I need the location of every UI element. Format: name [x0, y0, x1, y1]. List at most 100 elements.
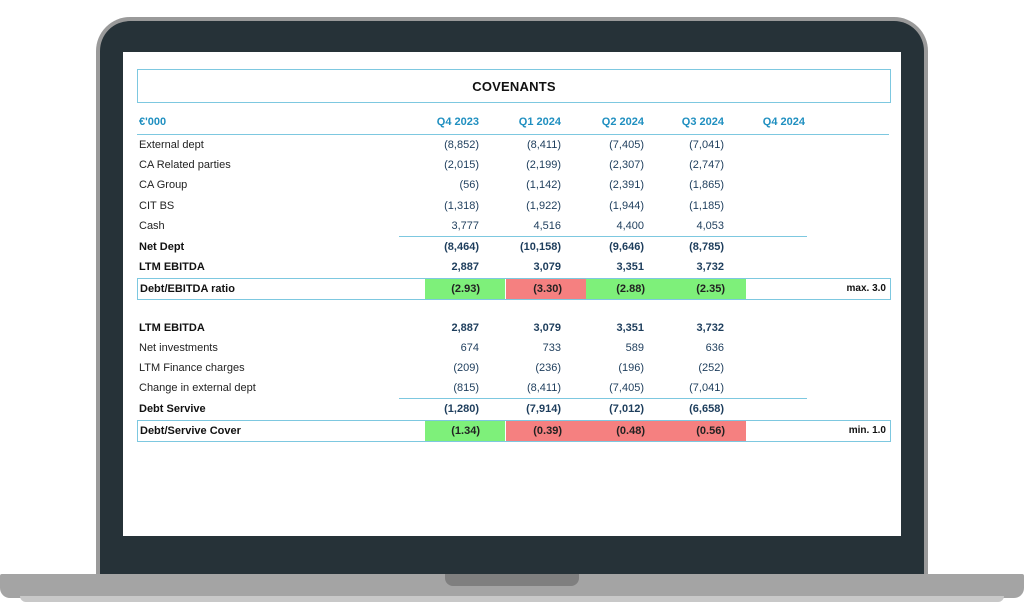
ratio-status-fill — [506, 279, 586, 299]
debt-servive-row: Debt Servive (1,280) (7,914) (7,012) (6,… — [137, 399, 891, 419]
table-row: LTM Finance charges (209) (236) (196) (2… — [137, 358, 891, 378]
row-label: Debt Servive — [139, 403, 206, 415]
cell-value: (252) — [698, 362, 724, 374]
cell-value: (2,199) — [526, 159, 561, 171]
header-row: €'000 Q4 2023 Q1 2024 Q2 2024 Q3 2024 Q4… — [137, 112, 891, 132]
row-label: External dept — [139, 139, 204, 151]
table-row: CIT BS (1,318) (1,922) (1,944) (1,185) — [137, 196, 891, 216]
ratio-value: (2.35) — [696, 283, 725, 295]
cell-value: (7,405) — [609, 382, 644, 394]
row-label: Net Dept — [139, 241, 185, 253]
covenant-limit: max. 3.0 — [846, 283, 886, 294]
cell-value: 3,732 — [696, 261, 724, 273]
cell-value: (8,785) — [689, 241, 724, 253]
covenant-limit: min. 1.0 — [848, 425, 886, 436]
cell-value: (815) — [453, 382, 479, 394]
period-header: Q4 2024 — [762, 116, 805, 128]
debt-ebitda-ratio-row: Debt/EBITDA ratio (2.93) (3.30) (2.88) (… — [137, 278, 891, 300]
row-label: Change in external dept — [139, 382, 256, 394]
cell-value: (2,307) — [609, 159, 644, 171]
cell-value: (1,318) — [444, 200, 479, 212]
net-dept-row: Net Dept (8,464) (10,158) (9,646) (8,785… — [137, 237, 891, 257]
cell-value: 3,777 — [451, 220, 479, 232]
table-row: CA Related parties (2,015) (2,199) (2,30… — [137, 155, 891, 175]
period-header: Q2 2024 — [601, 116, 644, 128]
subtotal-divider — [399, 398, 807, 399]
cell-value: (1,280) — [444, 403, 479, 415]
ratio-status-fill — [506, 421, 586, 441]
cell-value: 733 — [542, 342, 561, 354]
period-header: Q4 2023 — [436, 116, 479, 128]
title-box: COVENANTS — [137, 69, 891, 103]
cell-value: (2,015) — [444, 159, 479, 171]
laptop-notch — [445, 574, 579, 586]
cell-value: (8,464) — [444, 241, 479, 253]
laptop-base-shadow — [20, 596, 1004, 602]
subtotal-divider — [399, 236, 807, 237]
debt-servive-cover-row: Debt/Servive Cover (1.34) (0.39) (0.48) … — [137, 420, 891, 442]
ratio-value: (2.93) — [451, 283, 480, 295]
row-label: Cash — [139, 220, 165, 232]
cell-value: (9,646) — [609, 241, 644, 253]
cell-value: (1,944) — [609, 200, 644, 212]
ratio-status-fill — [586, 279, 666, 299]
table-row: External dept (8,852) (8,411) (7,405) (7… — [137, 135, 891, 155]
cell-value: (10,158) — [520, 241, 561, 253]
cell-value: (236) — [535, 362, 561, 374]
cell-value: 2,887 — [451, 261, 479, 273]
table-row: Change in external dept (815) (8,411) (7… — [137, 378, 891, 398]
cell-value: 636 — [705, 342, 724, 354]
cell-value: 674 — [460, 342, 479, 354]
ratio-value: (2.88) — [616, 283, 645, 295]
cell-value: (8,852) — [444, 139, 479, 151]
cell-value: (7,012) — [609, 403, 644, 415]
cell-value: 3,079 — [533, 322, 561, 334]
row-label: LTM EBITDA — [139, 261, 205, 273]
cell-value: 3,351 — [616, 261, 644, 273]
cell-value: 4,516 — [533, 220, 561, 232]
ltm-ebitda-row: LTM EBITDA 2,887 3,079 3,351 3,732 — [137, 318, 891, 338]
row-label: LTM EBITDA — [139, 322, 205, 334]
cell-value: (56) — [459, 179, 479, 191]
cell-value: (7,914) — [526, 403, 561, 415]
ratio-status-fill — [425, 421, 505, 441]
table-row: Cash 3,777 4,516 4,400 4,053 — [137, 216, 891, 236]
table-row: CA Group (56) (1,142) (2,391) (1,865) — [137, 175, 891, 195]
cell-value: (7,041) — [689, 139, 724, 151]
period-header: Q3 2024 — [681, 116, 724, 128]
ltm-ebitda-row: LTM EBITDA 2,887 3,079 3,351 3,732 — [137, 257, 891, 277]
cell-value: 4,053 — [696, 220, 724, 232]
cell-value: (209) — [453, 362, 479, 374]
row-label: LTM Finance charges — [139, 362, 245, 374]
table-row: Net investments 674 733 589 636 — [137, 338, 891, 358]
ratio-row-content: Debt/Servive Cover (1.34) (0.39) (0.48) … — [138, 421, 892, 441]
row-label: Net investments — [139, 342, 218, 354]
ratio-value: (0.39) — [533, 425, 562, 437]
cell-value: (8,411) — [526, 139, 561, 151]
ratio-row-content: Debt/EBITDA ratio (2.93) (3.30) (2.88) (… — [138, 279, 892, 299]
cell-value: 3,351 — [616, 322, 644, 334]
period-header: Q1 2024 — [518, 116, 561, 128]
cell-value: (7,041) — [689, 382, 724, 394]
cell-value: (6,658) — [689, 403, 724, 415]
ratio-value: (1.34) — [451, 425, 480, 437]
cell-value: 2,887 — [451, 322, 479, 334]
row-label: CA Group — [139, 179, 188, 191]
cell-value: (1,142) — [526, 179, 561, 191]
cell-value: 4,400 — [616, 220, 644, 232]
cell-value: (2,747) — [689, 159, 724, 171]
cell-value: 589 — [625, 342, 644, 354]
cell-value: (1,185) — [689, 200, 724, 212]
ratio-status-fill — [425, 279, 505, 299]
cell-value: (2,391) — [609, 179, 644, 191]
cell-value: (8,411) — [526, 382, 561, 394]
header-divider — [137, 134, 889, 135]
row-label: Debt/Servive Cover — [140, 425, 241, 437]
cell-value: 3,079 — [533, 261, 561, 273]
ratio-status-fill — [586, 421, 666, 441]
cell-value: (1,922) — [526, 200, 561, 212]
cell-value: (1,865) — [689, 179, 724, 191]
ratio-status-fill — [666, 279, 746, 299]
row-label: Debt/EBITDA ratio — [140, 283, 235, 295]
ratio-status-fill — [666, 421, 746, 441]
